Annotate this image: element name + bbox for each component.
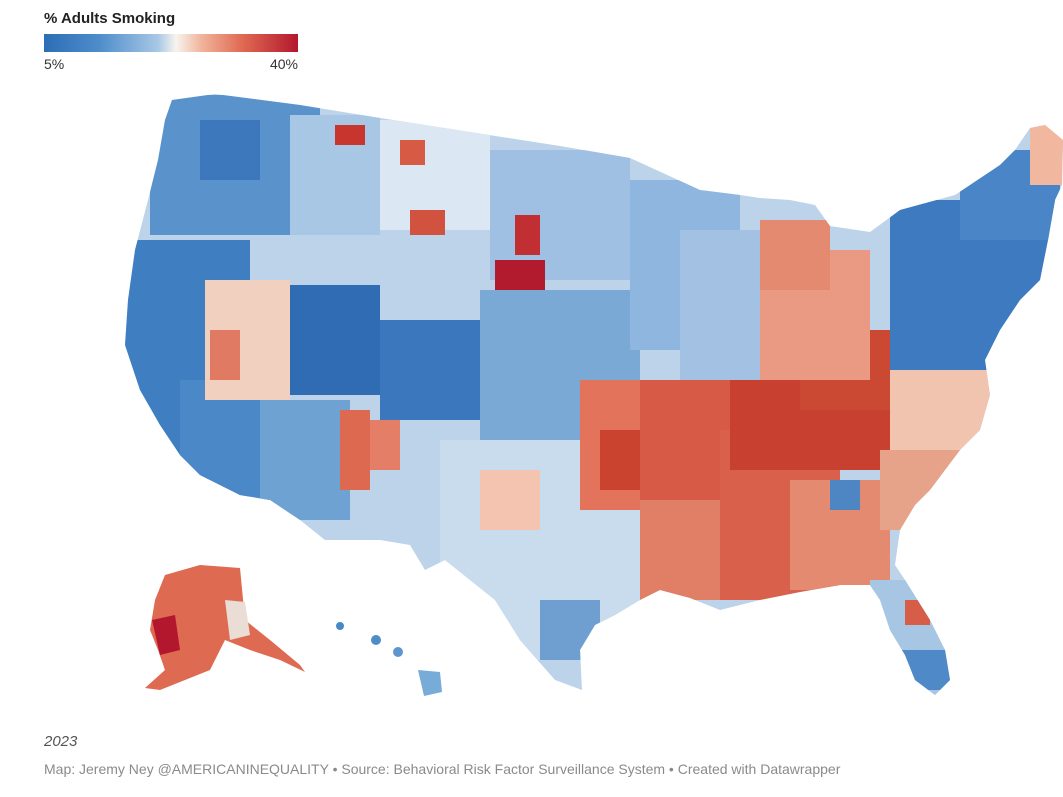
legend-color-scale — [44, 34, 298, 52]
legend-labels: 5% 40% — [44, 56, 300, 74]
hawaii — [336, 622, 442, 696]
contiguous-us — [125, 94, 1063, 695]
map-credit-source: Map: Jeremy Ney @AMERICANINEQUALITY • So… — [44, 761, 841, 777]
legend-max-label: 40% — [269, 56, 298, 72]
legend-title: % Adults Smoking — [44, 10, 176, 27]
legend-min-label: 5% — [44, 56, 65, 72]
map-legend: % Adults Smoking 5% 40% — [44, 10, 300, 74]
map-year: 2023 — [44, 733, 78, 750]
alaska — [145, 565, 305, 690]
